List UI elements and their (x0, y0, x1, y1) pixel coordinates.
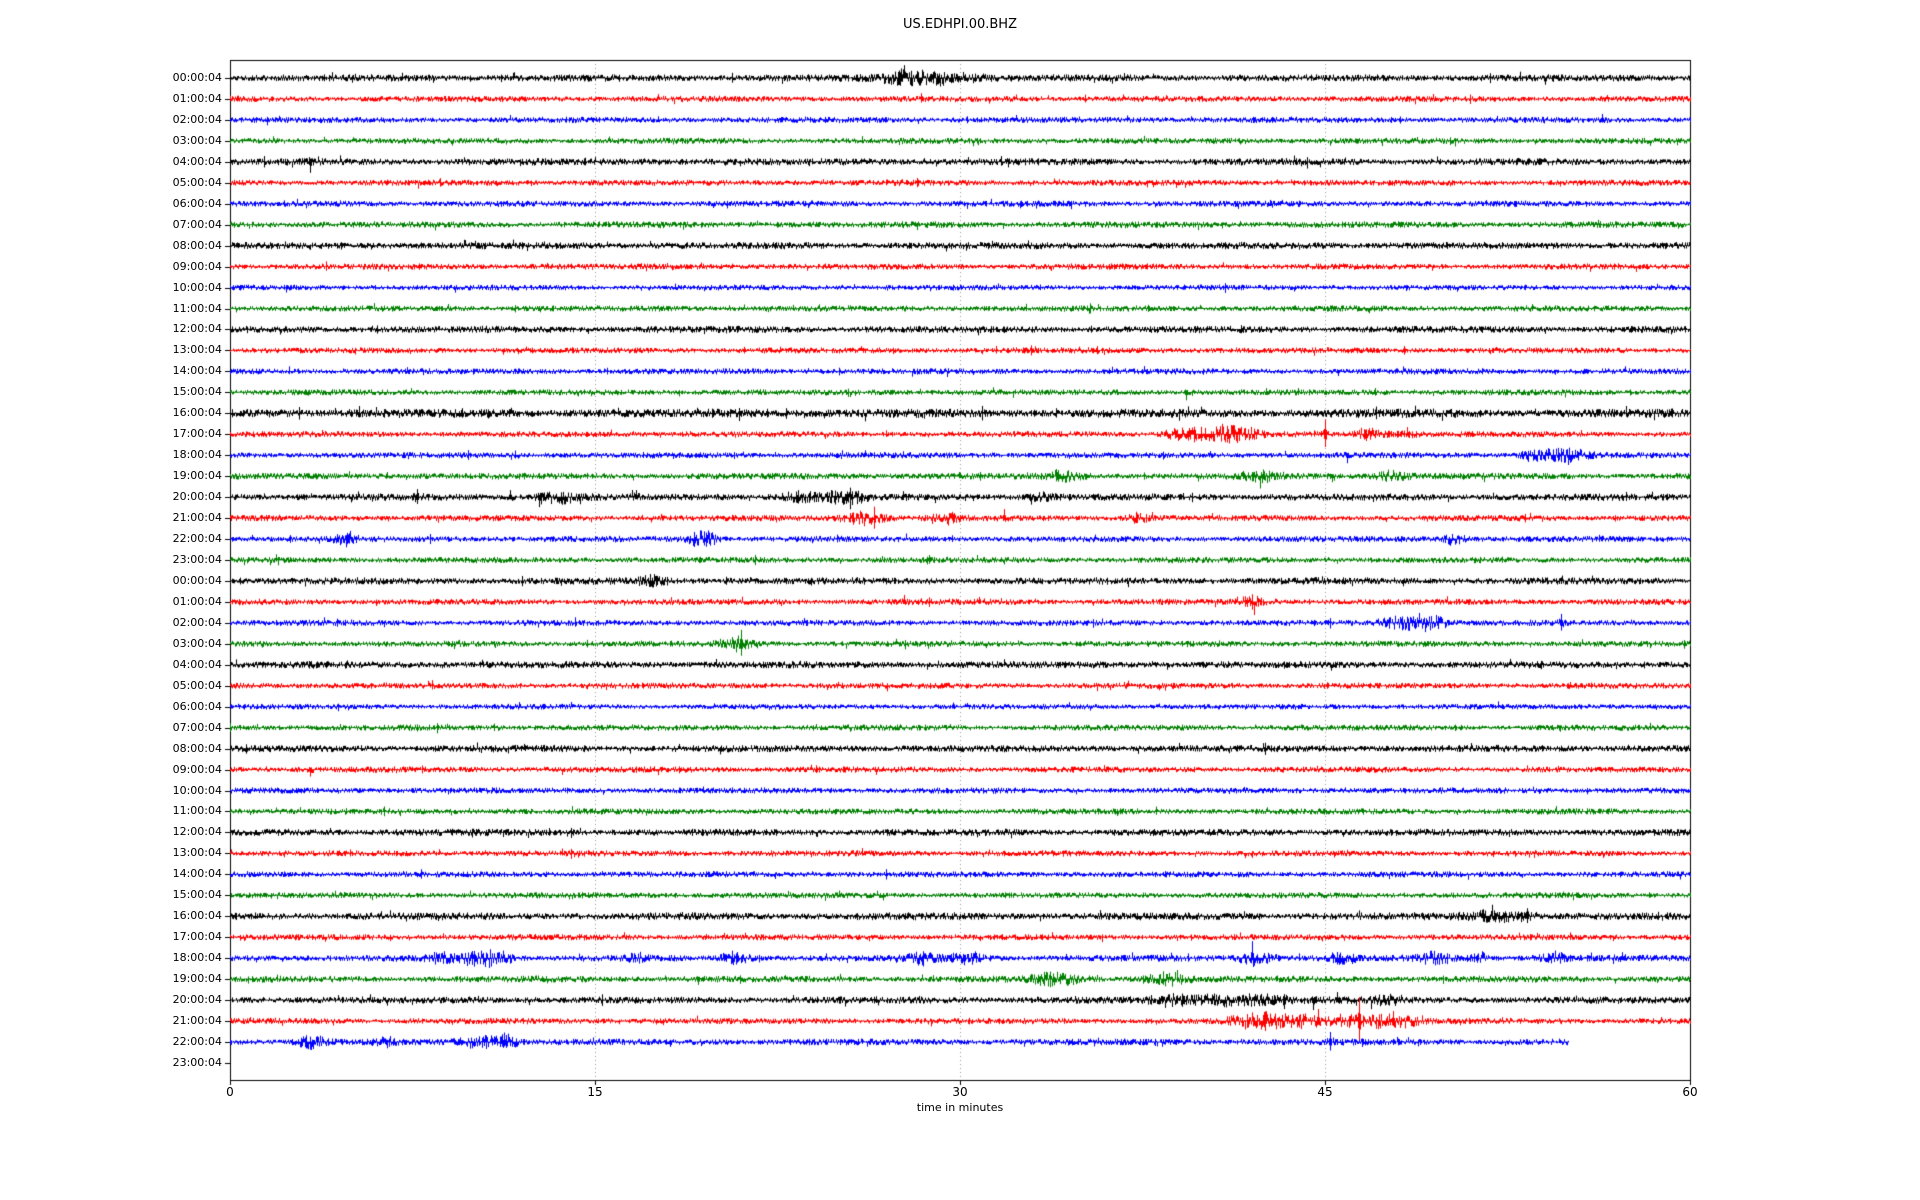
y-axis-label: 16:00:04 (172, 406, 222, 420)
x-axis-tick-label: 0 (226, 1085, 234, 1099)
y-axis-label: 09:00:04 (172, 762, 222, 776)
y-axis-label: 20:00:04 (172, 490, 222, 504)
y-axis-label: 22:00:04 (172, 1035, 222, 1049)
plot-title: US.EDHPI.00.BHZ (903, 17, 1017, 32)
y-axis-label: 14:00:04 (172, 364, 222, 378)
x-axis-tick-label: 15 (587, 1085, 603, 1099)
y-axis-label: 03:00:04 (172, 636, 222, 650)
y-axis-label: 07:00:04 (172, 720, 222, 734)
y-axis-label: 12:00:04 (172, 322, 222, 336)
y-axis-label: 23:00:04 (172, 1055, 222, 1069)
y-axis-label: 05:00:04 (172, 175, 222, 189)
y-axis-label: 19:00:04 (172, 469, 222, 483)
y-axis-label: 21:00:04 (172, 1014, 222, 1028)
y-axis-label: 02:00:04 (172, 615, 222, 629)
y-axis-label: 09:00:04 (172, 259, 222, 273)
y-axis-label: 01:00:04 (172, 91, 222, 105)
y-axis-label: 13:00:04 (172, 846, 222, 860)
y-axis-label: 10:00:04 (172, 280, 222, 294)
y-axis-label: 00:00:04 (172, 573, 222, 587)
y-axis-label: 18:00:04 (172, 448, 222, 462)
y-axis-label: 03:00:04 (172, 133, 222, 147)
y-axis-label: 04:00:04 (172, 657, 222, 671)
y-axis-label: 19:00:04 (172, 972, 222, 986)
y-axis-label: 01:00:04 (172, 594, 222, 608)
y-axis-label: 17:00:04 (172, 427, 222, 441)
y-axis-label: 04:00:04 (172, 154, 222, 168)
y-axis-label: 14:00:04 (172, 867, 222, 881)
y-axis-label: 06:00:04 (172, 699, 222, 713)
y-axis-label: 08:00:04 (172, 741, 222, 755)
x-axis-title: time in minutes (916, 1101, 1004, 1114)
y-axis-label: 16:00:04 (172, 909, 222, 923)
y-axis-label: 05:00:04 (172, 678, 222, 692)
y-axis-label: 06:00:04 (172, 196, 222, 210)
y-axis-label: 20:00:04 (172, 993, 222, 1007)
y-axis-label: 18:00:04 (172, 951, 222, 965)
y-axis-label: 12:00:04 (172, 825, 222, 839)
y-axis-label: 10:00:04 (172, 783, 222, 797)
y-axis-label: 23:00:04 (172, 553, 222, 566)
y-axis-label: 15:00:04 (172, 888, 222, 902)
y-axis-label: 08:00:04 (172, 238, 222, 252)
x-axis-tick-label: 30 (952, 1085, 968, 1099)
y-axis-label: 22:00:04 (172, 532, 222, 546)
y-axis-label: 07:00:04 (172, 217, 222, 231)
y-axis-label: 11:00:04 (172, 301, 222, 315)
y-axis-label: 02:00:04 (172, 112, 222, 126)
y-axis-label: 15:00:04 (172, 385, 222, 399)
y-axis-label: 13:00:04 (172, 343, 222, 357)
x-axis-tick-label: 45 (1317, 1085, 1333, 1099)
y-axis-label: 00:00:04 (172, 71, 222, 84)
y-axis-label: 17:00:04 (172, 930, 222, 944)
y-axis-label: 21:00:04 (172, 511, 222, 525)
y-axis-label: 11:00:04 (172, 804, 222, 818)
x-axis-tick-label: 60 (1682, 1085, 1698, 1099)
